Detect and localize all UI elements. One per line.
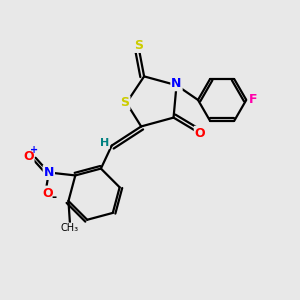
Text: N: N (44, 166, 54, 179)
Text: O: O (42, 187, 53, 200)
Text: S: S (121, 96, 130, 110)
Text: +: + (30, 146, 38, 155)
Text: S: S (134, 39, 143, 52)
Text: -: - (51, 191, 56, 204)
Text: CH₃: CH₃ (61, 224, 79, 233)
Text: O: O (23, 150, 34, 163)
Text: N: N (171, 77, 182, 90)
Text: F: F (248, 93, 257, 106)
Text: O: O (195, 127, 206, 140)
Text: H: H (100, 138, 109, 148)
